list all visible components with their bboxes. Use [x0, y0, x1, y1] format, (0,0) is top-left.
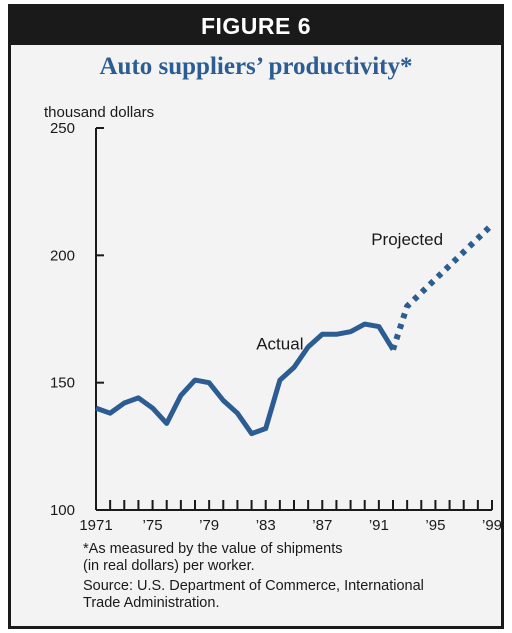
x-tick-label-1971: 1971 — [79, 517, 112, 534]
series-line-actual — [95, 321, 396, 437]
y-tick-label-200: 200 — [50, 247, 75, 264]
figure-frame: FIGURE 6 Auto suppliers’ productivity* — [8, 4, 504, 629]
x-tick-label-1995: ’95 — [425, 517, 445, 534]
annotation-actual: Actual — [256, 335, 303, 354]
x-tick-label-1975: ’75 — [143, 517, 163, 534]
y-tick-label-150: 150 — [50, 375, 75, 392]
x-tick-label-1983: ’83 — [256, 517, 276, 534]
x-tick-label-1999: ’99 — [482, 517, 502, 534]
footnote: *As measured by the value of shipments (… — [83, 541, 343, 574]
y-tick-label-250: 250 — [50, 120, 75, 137]
x-tick-label-1987: ’87 — [312, 517, 332, 534]
series-line-projected — [390, 222, 495, 351]
y-axis-label: thousand dollars — [44, 104, 154, 121]
x-tick-label-1991: ’91 — [369, 517, 389, 534]
x-tick-label-1979: ’79 — [199, 517, 219, 534]
figure-label: FIGURE 6 — [11, 7, 501, 45]
annotation-projected: Projected — [371, 230, 443, 249]
chart-title: Auto suppliers’ productivity* — [99, 53, 413, 80]
source-note: Source: U.S. Department of Commerce, Int… — [83, 578, 424, 611]
y-tick-label-100: 100 — [50, 502, 75, 519]
